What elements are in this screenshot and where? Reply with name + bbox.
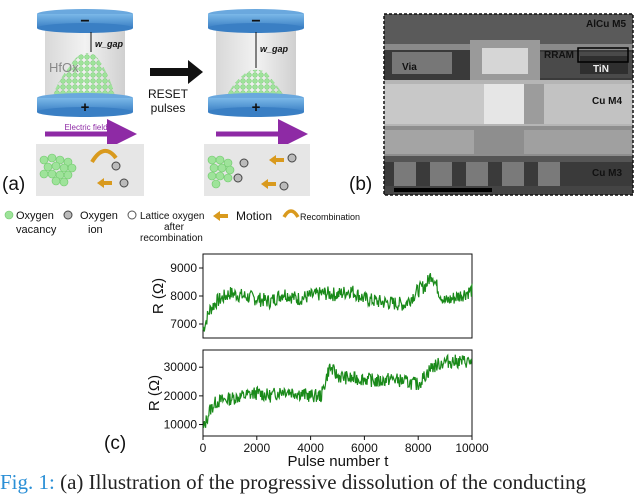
x-tick-label: 10000 [455,441,489,455]
oxide-label: HfOx [49,60,79,75]
motion-icon [213,211,220,221]
panel-b-label: (b) [349,174,372,195]
y-axis-label-bottom: R (Ω) [146,375,163,411]
label-alcu: AlCu M5 [586,19,626,30]
field-label: Electric field [64,123,107,132]
label-rram: RRAM [544,50,574,61]
label-m4: Cu M4 [592,96,622,107]
label-tin: TiN [593,64,609,75]
figure-caption: Fig. 1: (a) Illustration of the progress… [0,470,640,502]
panel-b: (b) AlCu M5 RRAM TiN Via Cu M4 Cu M [349,13,634,196]
y-tick-label: 7000 [170,317,197,331]
zoom-after [204,144,310,196]
y-tick-label: 10000 [164,418,198,432]
minus-sign: − [80,13,89,30]
label-m3: Cu M3 [592,168,622,179]
legend-ion-2: ion [88,224,103,236]
vacancy-icon [4,210,14,220]
minus-sign-2: − [251,13,260,30]
plus-sign: + [81,99,90,116]
lattice-icon [127,210,137,220]
scale-bar [394,188,492,192]
series-bottom [202,353,473,429]
plot-top: 7000 8000 9000 R (Ω) [150,253,473,339]
x-tick-label: 8000 [405,441,432,455]
pulses-label: pulses [151,101,186,115]
x-tick-label: 2000 [243,441,270,455]
panel-a: − + HfOx w_gap − + w_gap RESET pulses E [2,9,310,196]
plot-bottom: 10000 20000 30000 0 2000 4000 6000 8000 10000 R… [146,349,489,470]
panel-c-label: (c) [104,433,126,454]
recombination-icon [90,149,118,164]
y-tick-label: 9000 [170,261,197,275]
panel-a-label: (a) [2,174,25,195]
legend-recombination: Recombination [300,212,360,222]
x-tick-label: 6000 [351,441,378,455]
x-tick-label: 4000 [297,441,324,455]
filament-full [52,53,116,98]
panel-c: (c) 7000 8000 9000 R (Ω) 10000 20000 30000 0… [104,253,489,470]
reset-label: RESET [148,87,189,101]
y-tick-label: 30000 [164,360,198,374]
plus-sign-2: + [252,99,261,116]
zoom-before [36,144,144,196]
rram-cell-before: − + HfOx w_gap [37,9,133,117]
y-tick-label: 8000 [170,289,197,303]
caption-text: (a) Illustration of the progressive diss… [54,470,587,494]
legend-lattice-2: after [164,222,185,233]
legend-motion: Motion [236,209,272,223]
label-via: Via [402,62,417,73]
rram-cell-after: − + w_gap [208,9,304,117]
y-tick-label: 20000 [164,389,198,403]
y-axis-label-top: R (Ω) [150,278,167,314]
figure: − + HfOx w_gap − + w_gap RESET pulses E [2,9,634,470]
x-axis-label: Pulse number t [288,453,390,470]
series-top [202,272,473,332]
legend-lattice-3: recombination [140,233,203,244]
x-tick-label: 0 [200,441,207,455]
reset-arrow-icon [150,60,203,84]
gap-label: w_gap [95,39,124,49]
recombination-legend-icon [282,209,300,218]
legend-lattice-1: Lattice oxygen [140,211,205,222]
legend: Oxygen vacancy Oxygen ion Lattice oxygen… [4,209,360,244]
filament-dissolved [226,69,286,98]
legend-vacancy-2: vacancy [16,224,57,236]
rram-box [577,47,629,63]
ion-icon [63,210,73,220]
caption-label: Fig. 1: [0,470,55,494]
legend-ion-1: Oxygen [80,210,118,222]
gap-label-2: w_gap [260,44,289,54]
legend-vacancy-1: Oxygen [16,210,54,222]
